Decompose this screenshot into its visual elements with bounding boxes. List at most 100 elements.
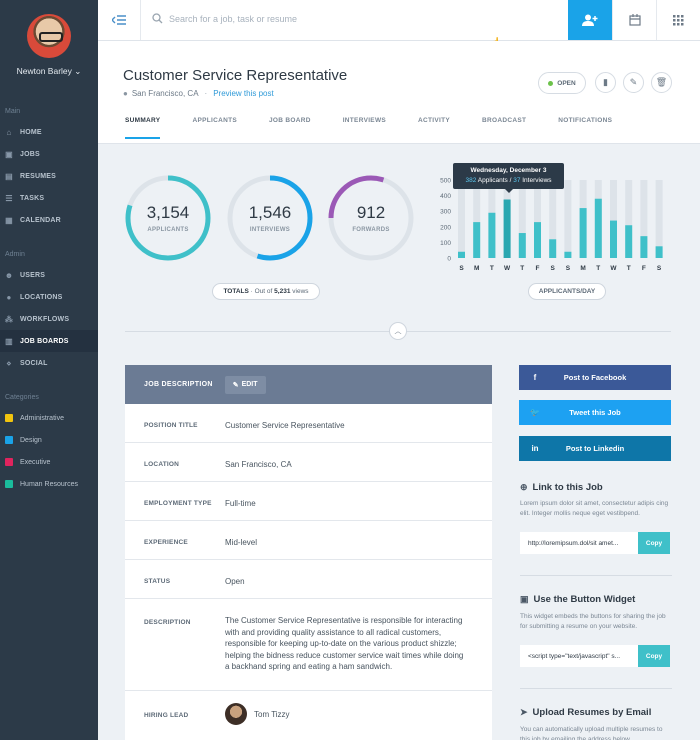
field-row-position-title: POSITION TITLE Customer Service Represen… — [125, 404, 492, 443]
workflow-icon: ⁂ — [4, 314, 14, 324]
bar-background — [534, 180, 541, 258]
field-value: The Customer Service Representative is r… — [225, 616, 464, 671]
category-administrative[interactable]: Administrative — [0, 407, 98, 429]
applicants-bar-chart: 0 100 200 300 400 500 S M T W T F S S M T W T F S — [440, 178, 663, 272]
tab-summary[interactable]: SUMMARY — [125, 117, 161, 139]
y-tick-label: 300 — [440, 209, 451, 216]
sidebar: Newton Barley ⌄ Main ⌂ HOME ▣ JOBS ▤ RESUME… — [0, 0, 98, 740]
bar-background — [473, 180, 481, 258]
edit-button[interactable]: ✎ — [623, 72, 644, 93]
applicants-ring — [125, 175, 211, 261]
sidebar-item-home[interactable]: ⌂ HOME — [0, 121, 98, 143]
user-menu[interactable]: Newton Barley ⌄ — [0, 66, 98, 77]
totals-unit: views — [292, 288, 309, 295]
stat-applicants: 3,154 APPLICANTS — [125, 175, 211, 261]
category-executive[interactable]: Executive — [0, 451, 98, 473]
tab-job-board[interactable]: JOB BOARD — [268, 117, 311, 124]
bar — [518, 233, 526, 258]
chart-label-pill: APPLICANTS/DAY — [528, 283, 606, 300]
sidebar-item-jobs[interactable]: ▣ JOBS — [0, 143, 98, 165]
sidebar-item-resumes[interactable]: ▤ RESUMES — [0, 165, 98, 187]
separator-dot: · — [204, 89, 208, 98]
sidebar-item-label: TASKS — [20, 194, 45, 202]
category-human-resources[interactable]: Human Resources — [0, 473, 98, 495]
bookmark-icon: ▮ — [603, 77, 608, 87]
bar — [473, 222, 481, 258]
sidebar-item-job-boards[interactable]: ▥ JOB BOARDS — [0, 330, 98, 352]
button-label: Tweet this Job — [569, 408, 621, 417]
stat-label: APPLICANTS — [147, 227, 189, 233]
job-description-card: JOB DESCRIPTION ✎ EDIT POSITION TITLE Cus… — [125, 365, 492, 740]
bar — [488, 212, 496, 258]
calendar-icon — [628, 14, 641, 26]
sidebar-item-users[interactable]: ☻ USERS — [0, 264, 98, 286]
location-pin-icon: ● — [123, 89, 128, 98]
sidebar-item-workflows[interactable]: ⁂ WORKFLOWS — [0, 308, 98, 330]
tab-broadcast[interactable]: BROADCAST — [482, 117, 527, 124]
admin-section-label: Admin — [5, 251, 25, 258]
pencil-icon: ✎ — [629, 77, 638, 87]
stat-forwards: 912 FORWARDS — [328, 175, 414, 261]
category-label: Administrative — [20, 414, 64, 422]
code-icon: ▣ — [520, 594, 529, 604]
categories-section-label: Categories — [5, 394, 39, 401]
bookmark-button[interactable]: ▮ — [595, 72, 616, 93]
sidebar-item-calendar[interactable]: ▦ CALENDAR — [0, 209, 98, 231]
tab-notifications[interactable]: NOTIFICATIONS — [558, 117, 613, 124]
tab-activity[interactable]: ACTIVITY — [418, 117, 451, 124]
job-link-value[interactable]: http://loremipsum.dol/sit amet... — [528, 539, 619, 547]
collapse-menu-button[interactable] — [98, 0, 141, 40]
tab-interviews[interactable]: INTERVIEWS — [342, 117, 387, 124]
edit-description-button[interactable]: ✎ EDIT — [224, 375, 266, 394]
job-location: San Francisco, CA — [131, 89, 199, 98]
stat-value: 912 — [356, 203, 386, 222]
sidebar-item-social[interactable]: ⋄ SOCIAL — [0, 352, 98, 374]
calendar-icon: ▦ — [5, 215, 13, 225]
category-color — [5, 436, 13, 444]
link-section-text: Lorem ipsum dolor sit amet, consectetur … — [520, 500, 669, 517]
stat-label: FORWARDS — [352, 227, 390, 233]
apps-grid-button[interactable] — [656, 0, 700, 40]
x-tick-label: S — [459, 265, 464, 272]
post-to-facebook-button[interactable]: f Post to Facebook — [519, 365, 671, 390]
stat-interviews: 1,546 INTERVIEWS — [227, 175, 313, 261]
search-input[interactable] — [169, 13, 469, 24]
x-tick-label: S — [551, 265, 556, 272]
link-section-title: ⊕ Link to this Job — [520, 482, 603, 493]
sidebar-item-label: HOME — [20, 128, 42, 136]
send-icon: ➤ — [520, 707, 528, 717]
tweet-job-button[interactable]: 🐦 Tweet this Job — [519, 400, 671, 425]
sidebar-item-locations[interactable]: ● LOCATIONS — [0, 286, 98, 308]
sidebar-item-label: LOCATIONS — [20, 293, 63, 301]
upload-section-text: You can automatically upload multiple re… — [520, 726, 663, 740]
hiring-lead-avatar[interactable] — [225, 703, 247, 725]
sidebar-item-tasks[interactable]: ☰ TASKS — [0, 187, 98, 209]
copy-widget-button[interactable]: Copy — [638, 645, 670, 667]
bar — [625, 225, 633, 258]
tab-applicants[interactable]: APPLICANTS — [192, 117, 237, 124]
x-tick-label: S — [566, 265, 571, 272]
post-to-linkedin-button[interactable]: in Post to Linkedin — [519, 436, 671, 461]
widget-code-value[interactable]: <script type="text/javascript" s... — [528, 652, 621, 660]
preview-link[interactable]: Preview this post — [213, 89, 274, 98]
add-user-button[interactable] — [568, 0, 612, 40]
stat-value: 1,546 — [248, 203, 292, 222]
collapse-stats-button[interactable]: ︿ — [389, 322, 407, 340]
facebook-icon: f — [533, 373, 537, 382]
field-row-hiring-lead: HIRING LEAD Tom Tizzy — [125, 691, 492, 740]
delete-button[interactable]: 🗑 — [651, 72, 672, 93]
avatar[interactable] — [27, 14, 71, 58]
grid-icon — [673, 14, 684, 25]
section-divider — [520, 688, 672, 689]
sidebar-item-label: CALENDAR — [20, 216, 61, 224]
totals-label: TOTALS — [223, 288, 249, 295]
sidebar-item-label: JOB BOARDS — [20, 337, 69, 345]
tooltip-applicants-label: Applicants — [477, 177, 508, 184]
calendar-button[interactable] — [612, 0, 656, 40]
x-tick-label: T — [490, 265, 494, 272]
chart-tooltip: Wednesday, December 3 382 Applicants / 3… — [453, 163, 564, 193]
copy-link-button[interactable]: Copy — [638, 532, 670, 554]
status-badge[interactable]: OPEN — [538, 72, 586, 94]
category-design[interactable]: Design — [0, 429, 98, 451]
y-tick-label: 500 — [440, 178, 451, 185]
